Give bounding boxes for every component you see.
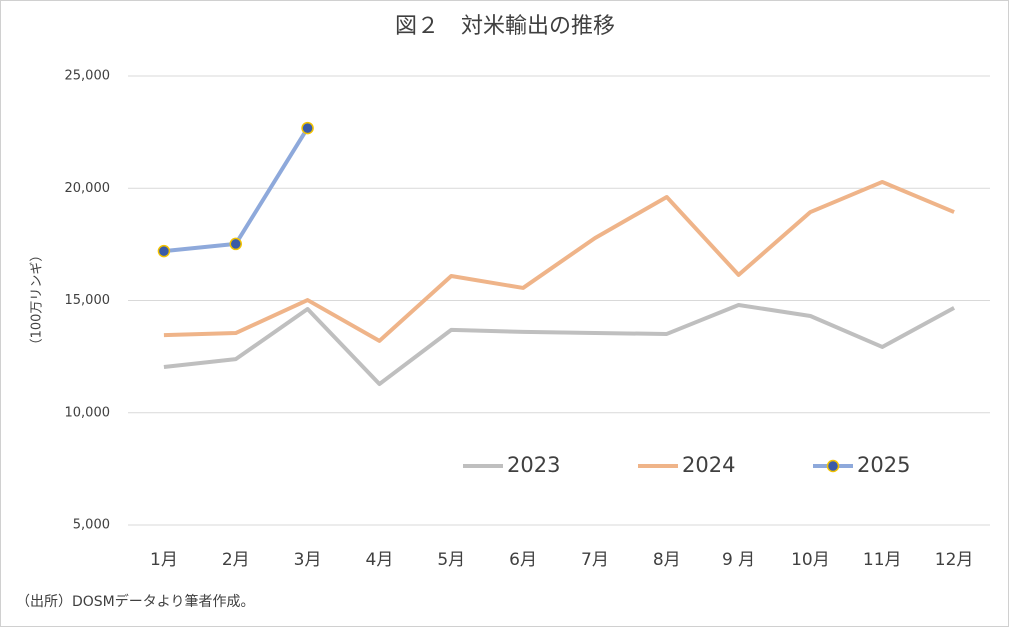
legend-label: 2025 <box>857 453 910 477</box>
x-tick-label: 4月 <box>366 550 394 570</box>
y-tick-label: 20,000 <box>65 181 111 196</box>
y-tick-label: 15,000 <box>65 293 111 308</box>
series-line <box>163 302 956 387</box>
legend-label: 2023 <box>507 453 560 477</box>
y-tick-label: 25,000 <box>65 69 111 84</box>
x-tick-label: 7月 <box>581 550 609 570</box>
series-marker <box>229 237 242 251</box>
source-note: （出所）DOSMデータより筆者作成。 <box>16 593 255 610</box>
x-tick-label: 3月 <box>294 550 322 570</box>
y-tick-label: 5,000 <box>73 518 110 533</box>
series-line <box>163 179 955 343</box>
series-marker <box>157 244 171 258</box>
x-tick-label: 2月 <box>222 550 250 570</box>
chart-title: 図２ 対米輸出の推移 <box>395 14 615 39</box>
x-tick-label: 11月 <box>863 550 902 570</box>
x-tick-label: 10月 <box>791 550 830 570</box>
legend-label: 2024 <box>682 453 735 477</box>
series-marker <box>301 121 314 135</box>
x-tick-label: 5月 <box>437 550 465 570</box>
y-tick-label: 10,000 <box>65 405 111 420</box>
legend-marker <box>826 459 840 473</box>
y-axis-label: （100万リンギ） <box>30 249 45 352</box>
x-tick-label: 1月 <box>150 550 178 570</box>
x-tick-label: 12月 <box>935 550 974 570</box>
x-tick-label: 8月 <box>653 550 681 570</box>
x-tick-label: 9 月 <box>722 550 755 570</box>
x-tick-label: 6月 <box>509 550 537 570</box>
